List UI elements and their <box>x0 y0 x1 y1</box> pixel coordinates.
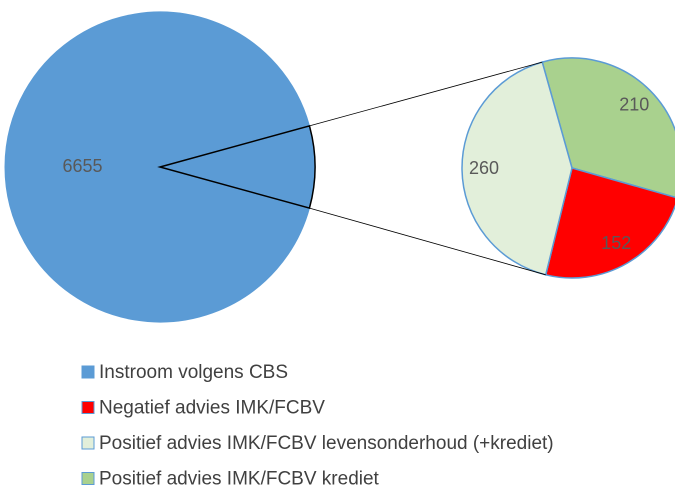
data-label: 260 <box>469 158 499 178</box>
legend-swatch <box>81 365 95 379</box>
legend-label: Positief advies IMK/FCBV levensonderhoud… <box>99 433 554 454</box>
legend-swatch <box>81 436 95 450</box>
data-label: 210 <box>619 95 649 115</box>
pie-slice-other <box>157 124 316 210</box>
pie-slice <box>544 167 675 279</box>
pie-slice <box>541 57 675 199</box>
data-label: 152 <box>601 233 631 253</box>
connector <box>309 207 546 276</box>
data-label: 6655 <box>62 156 102 176</box>
legend-label: Negatief advies IMK/FCBV <box>99 398 325 419</box>
legend-label: Instroom volgens CBS <box>99 362 288 383</box>
legend-swatch <box>81 401 95 414</box>
legend-swatch <box>81 472 95 485</box>
connector <box>309 61 543 127</box>
legend-label: Positief advies IMK/FCBV krediet <box>99 469 380 490</box>
pie-slice <box>461 61 573 276</box>
